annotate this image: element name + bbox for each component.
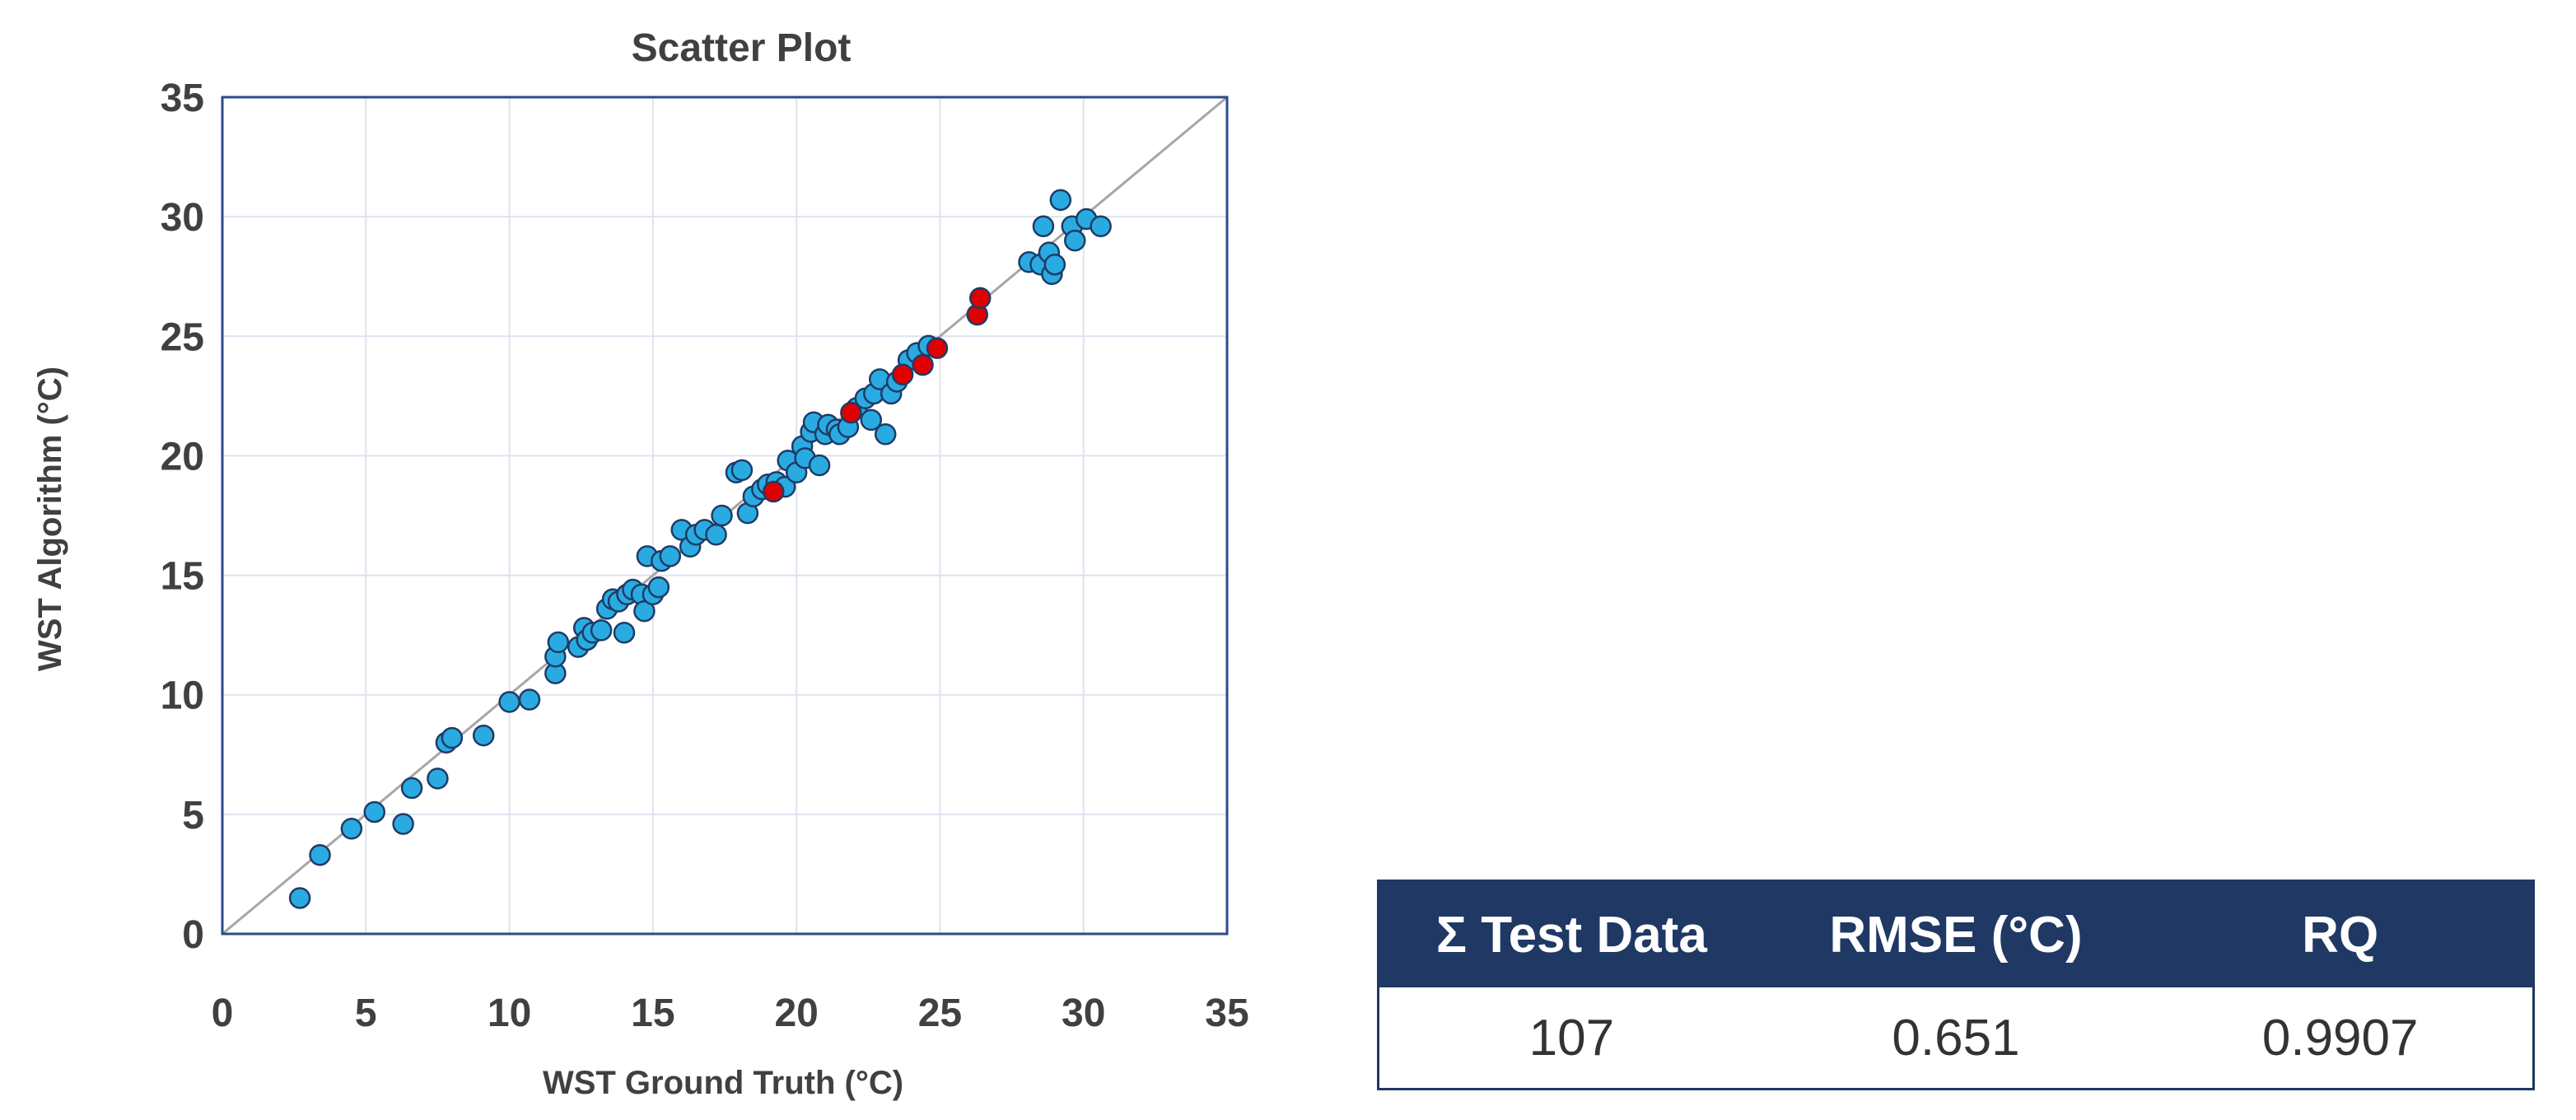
data-point bbox=[400, 777, 423, 800]
y-tick-label: 20 bbox=[161, 435, 204, 478]
y-tick-label: 10 bbox=[161, 674, 204, 718]
data-point bbox=[860, 408, 883, 432]
data-point bbox=[363, 800, 385, 824]
header-test-data: Σ Test Data bbox=[1435, 906, 1707, 964]
header-rq: RQ bbox=[2302, 906, 2379, 964]
x-tick-label: 5 bbox=[355, 992, 377, 1035]
y-tick-label: 25 bbox=[161, 315, 204, 359]
data-point bbox=[613, 621, 636, 644]
x-tick-label: 15 bbox=[631, 992, 674, 1035]
data-point bbox=[763, 480, 785, 503]
y-axis-title: WST Algorithm (°C) bbox=[32, 366, 68, 671]
plot-area-frame bbox=[221, 96, 1229, 936]
x-axis-title: WST Ground Truth (°C) bbox=[543, 1065, 903, 1101]
data-points bbox=[288, 189, 1112, 909]
data-point bbox=[392, 813, 414, 835]
data-point bbox=[1043, 253, 1066, 276]
data-point bbox=[1090, 215, 1112, 238]
data-point bbox=[912, 353, 934, 376]
data-point bbox=[498, 691, 520, 713]
stats-table-header: Σ Test Data RMSE (°C) RQ bbox=[1379, 882, 2532, 987]
y-axis-ticks: 0 5 10 15 20 25 30 35 bbox=[161, 77, 204, 957]
data-point bbox=[808, 454, 831, 477]
data-point bbox=[288, 887, 311, 909]
data-point bbox=[1032, 215, 1055, 238]
data-point bbox=[840, 401, 862, 424]
data-point bbox=[590, 619, 613, 642]
data-point bbox=[1049, 189, 1072, 212]
x-axis-ticks: 0 5 10 15 20 25 30 35 bbox=[212, 992, 1249, 1035]
x-tick-label: 30 bbox=[1062, 992, 1105, 1035]
data-point bbox=[427, 768, 449, 790]
data-point bbox=[874, 423, 897, 446]
data-point bbox=[340, 818, 363, 840]
value-test-data: 107 bbox=[1528, 1009, 1615, 1066]
data-point bbox=[309, 843, 331, 866]
y-tick-label: 0 bbox=[182, 913, 204, 957]
data-point bbox=[730, 459, 754, 482]
data-point bbox=[547, 631, 570, 654]
header-rmse: RMSE (°C) bbox=[1829, 906, 2083, 964]
x-tick-label: 20 bbox=[774, 992, 818, 1035]
data-point bbox=[968, 287, 992, 310]
x-tick-label: 10 bbox=[488, 992, 531, 1035]
data-point bbox=[926, 337, 949, 360]
data-point bbox=[472, 724, 495, 747]
data-point bbox=[891, 363, 914, 385]
x-tick-label: 35 bbox=[1205, 992, 1248, 1035]
value-rmse: 0.651 bbox=[1892, 1009, 2020, 1066]
data-point bbox=[633, 600, 656, 623]
stats-table: Σ Test Data RMSE (°C) RQ 107 0.651 0.990… bbox=[1377, 880, 2535, 1090]
chart-title: Scatter Plot bbox=[632, 26, 852, 70]
y-tick-label: 35 bbox=[161, 77, 204, 120]
x-tick-label: 25 bbox=[918, 992, 962, 1035]
stats-table-row: 107 0.651 0.9907 bbox=[1379, 987, 2532, 1088]
value-rq: 0.9907 bbox=[2261, 1009, 2419, 1066]
data-point bbox=[659, 545, 682, 567]
y-tick-label: 15 bbox=[161, 555, 204, 599]
data-point bbox=[711, 504, 733, 527]
x-tick-label: 0 bbox=[212, 992, 234, 1035]
y-tick-label: 5 bbox=[182, 794, 204, 838]
data-point bbox=[518, 688, 541, 711]
data-point bbox=[647, 576, 670, 599]
data-point bbox=[705, 523, 727, 546]
y-tick-label: 30 bbox=[161, 196, 204, 240]
data-point bbox=[1064, 229, 1086, 252]
data-point bbox=[441, 726, 464, 749]
